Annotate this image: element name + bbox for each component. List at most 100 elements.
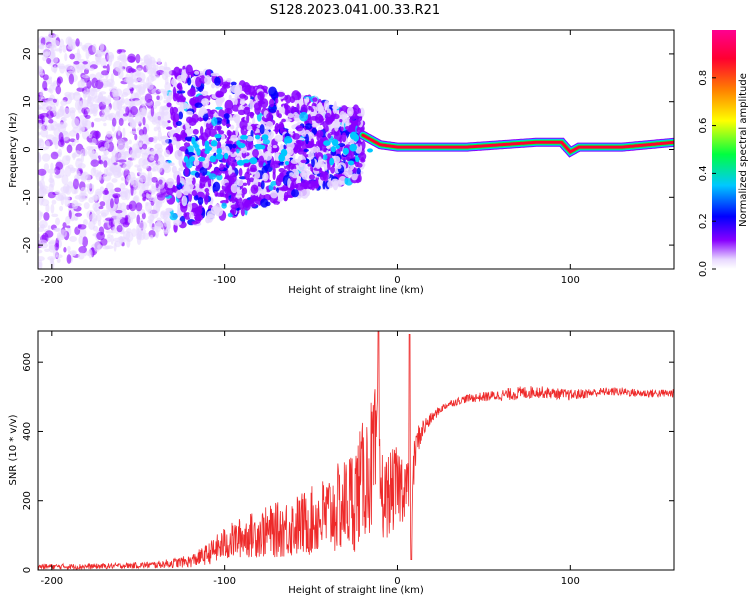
figure-title: S128.2023.041.00.33.R21 <box>270 3 440 18</box>
heatmap-noise-blob <box>65 215 71 225</box>
heatmap-bright-blob <box>216 147 222 155</box>
heatmap-noise-blob <box>216 91 225 98</box>
heatmap-noise-blob <box>156 194 166 201</box>
heatmap-noise-blob <box>64 64 73 70</box>
heatmap-noise-blob <box>127 53 136 63</box>
heatmap-noise-blob <box>98 158 102 164</box>
heatmap-noise-blob <box>47 97 54 104</box>
heatmap-noise-blob <box>106 182 114 190</box>
heatmap-noise-blob <box>207 177 212 188</box>
heatmap-noise-blob <box>332 180 339 191</box>
heatmap-noise-blob <box>194 171 200 178</box>
heatmap-ytick-label: -10 <box>22 189 33 205</box>
heatmap-noise-blob <box>226 78 232 83</box>
heatmap-noise-blob <box>179 93 184 102</box>
heatmap-noise-blob <box>74 150 81 157</box>
heatmap-noise-blob <box>101 98 111 106</box>
heatmap-noise-blob <box>117 151 127 161</box>
heatmap-noise-blob <box>38 249 43 254</box>
heatmap-noise-blob <box>260 187 267 196</box>
heatmap-noise-blob <box>172 92 178 102</box>
heatmap-noise-blob <box>356 167 361 175</box>
heatmap-noise-blob <box>315 179 319 190</box>
heatmap-noise-blob <box>185 123 190 131</box>
heatmap-noise-blob <box>49 173 53 180</box>
heatmap-noise-blob <box>101 70 109 76</box>
heatmap-bright-blob <box>240 134 248 140</box>
heatmap-noise-blob <box>67 245 71 252</box>
heatmap-noise-blob <box>204 188 210 193</box>
heatmap-noise-blob <box>230 153 237 158</box>
heatmap-noise-blob <box>229 161 239 167</box>
heatmap-bright-blob <box>284 160 290 166</box>
snr-ytick-label: 400 <box>22 422 33 441</box>
heatmap-noise-blob <box>184 166 189 177</box>
heatmap-noise-blob <box>230 183 238 194</box>
heatmap-noise-blob <box>92 194 98 200</box>
heatmap-noise-blob <box>86 145 94 151</box>
heatmap-noise-blob <box>285 146 294 156</box>
heatmap-bright-blob <box>249 157 258 165</box>
heatmap-noise-blob <box>56 77 61 87</box>
heatmap-noise-blob <box>318 156 323 166</box>
heatmap-noise-blob <box>125 106 130 116</box>
heatmap-noise-blob <box>319 137 323 146</box>
heatmap-noise-blob <box>86 173 91 183</box>
heatmap-noise-blob <box>134 133 138 141</box>
heatmap-noise-blob <box>137 182 141 189</box>
heatmap-noise-blob <box>52 57 59 63</box>
heatmap-noise-blob <box>276 109 280 118</box>
heatmap-noise-blob <box>48 244 56 253</box>
heatmap-noise-blob <box>171 165 177 174</box>
heatmap-noise-blob <box>205 182 209 190</box>
heatmap-noise-blob <box>59 205 64 212</box>
heatmap-noise-blob <box>82 218 88 226</box>
heatmap-noise-blob <box>347 129 355 133</box>
heatmap-noise-blob <box>322 154 328 161</box>
heatmap-noise-blob <box>109 164 118 173</box>
heatmap-noise-blob <box>287 113 295 119</box>
heatmap-noise-blob <box>348 110 352 115</box>
heatmap-noise-blob <box>53 65 57 74</box>
heatmap-noise-blob <box>77 224 82 228</box>
heatmap-noise-blob <box>221 134 226 141</box>
heatmap-noise-blob <box>161 120 166 129</box>
heatmap-noise-blob <box>89 213 98 223</box>
heatmap-bright-blob <box>342 147 349 155</box>
heatmap-noise-blob <box>65 185 72 195</box>
heatmap-noise-blob <box>117 159 127 163</box>
heatmap-noise-blob <box>327 133 332 139</box>
heatmap-noise-blob <box>130 179 135 185</box>
heatmap-noise-blob <box>249 99 254 110</box>
heatmap-noise-blob <box>147 214 155 221</box>
heatmap-noise-blob <box>241 82 251 93</box>
heatmap-noise-blob <box>212 181 221 192</box>
heatmap-noise-blob <box>185 116 193 124</box>
heatmap-noise-blob <box>144 93 153 103</box>
heatmap-noise-blob <box>175 140 181 150</box>
heatmap-noise-blob <box>121 92 129 97</box>
heatmap-noise-blob <box>152 136 158 144</box>
snr-ytick-label: 200 <box>22 491 33 510</box>
heatmap-noise-blob <box>248 140 254 150</box>
heatmap-noise-blob <box>103 122 107 127</box>
heatmap-noise-blob <box>55 217 61 226</box>
heatmap-noise-blob <box>112 218 122 227</box>
heatmap-noise-blob <box>197 196 204 205</box>
heatmap-noise-blob <box>237 109 246 116</box>
heatmap-noise-blob <box>130 184 134 196</box>
heatmap-noise-blob <box>147 111 152 121</box>
heatmap-noise-blob <box>287 178 291 189</box>
heatmap-noise-blob <box>44 230 54 238</box>
heatmap-noise-blob <box>156 162 163 173</box>
heatmap-noise-blob <box>189 211 194 220</box>
heatmap-bright-blob <box>191 136 196 145</box>
heatmap-noise-blob <box>186 110 194 116</box>
heatmap-noise-blob <box>38 152 41 163</box>
heatmap-noise-blob <box>92 165 96 173</box>
heatmap-noise-blob <box>150 66 154 76</box>
heatmap-noise-blob <box>246 114 250 124</box>
heatmap-noise-blob <box>147 208 153 215</box>
heatmap-noise-blob <box>143 55 149 64</box>
